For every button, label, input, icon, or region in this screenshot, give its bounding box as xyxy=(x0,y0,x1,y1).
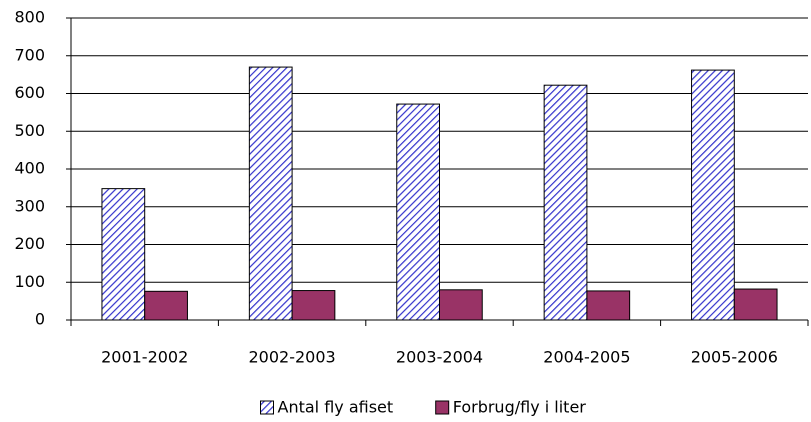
legend-label: Forbrug/fly i liter xyxy=(453,398,587,417)
x-tick-label: 2005-2006 xyxy=(691,348,778,367)
bar xyxy=(248,66,293,321)
y-tick-label: 100 xyxy=(14,272,45,291)
bar xyxy=(396,103,440,321)
x-tick-label: 2003-2004 xyxy=(396,348,483,367)
bar xyxy=(144,290,188,321)
x-tick-label: 2002-2003 xyxy=(248,348,335,367)
bar xyxy=(439,289,483,321)
bar xyxy=(543,84,588,321)
y-tick-label: 600 xyxy=(14,83,45,102)
legend-label: Antal fly afiset xyxy=(278,398,394,417)
x-tick-label: 2004-2005 xyxy=(543,348,630,367)
bar xyxy=(101,188,146,321)
legend-swatch xyxy=(435,400,450,415)
y-tick-label: 200 xyxy=(14,234,45,253)
x-tick-label: 2001-2002 xyxy=(101,348,188,367)
legend-swatch xyxy=(260,400,274,415)
bar xyxy=(291,290,336,321)
bar xyxy=(733,288,778,321)
y-tick-label: 700 xyxy=(14,45,45,64)
y-tick-label: 500 xyxy=(14,121,45,140)
y-tick-label: 0 xyxy=(35,310,45,329)
bar xyxy=(586,290,631,321)
y-tick-label: 400 xyxy=(14,159,45,178)
y-tick-label: 800 xyxy=(14,8,45,27)
bar xyxy=(691,69,735,321)
y-tick-label: 300 xyxy=(14,196,45,215)
